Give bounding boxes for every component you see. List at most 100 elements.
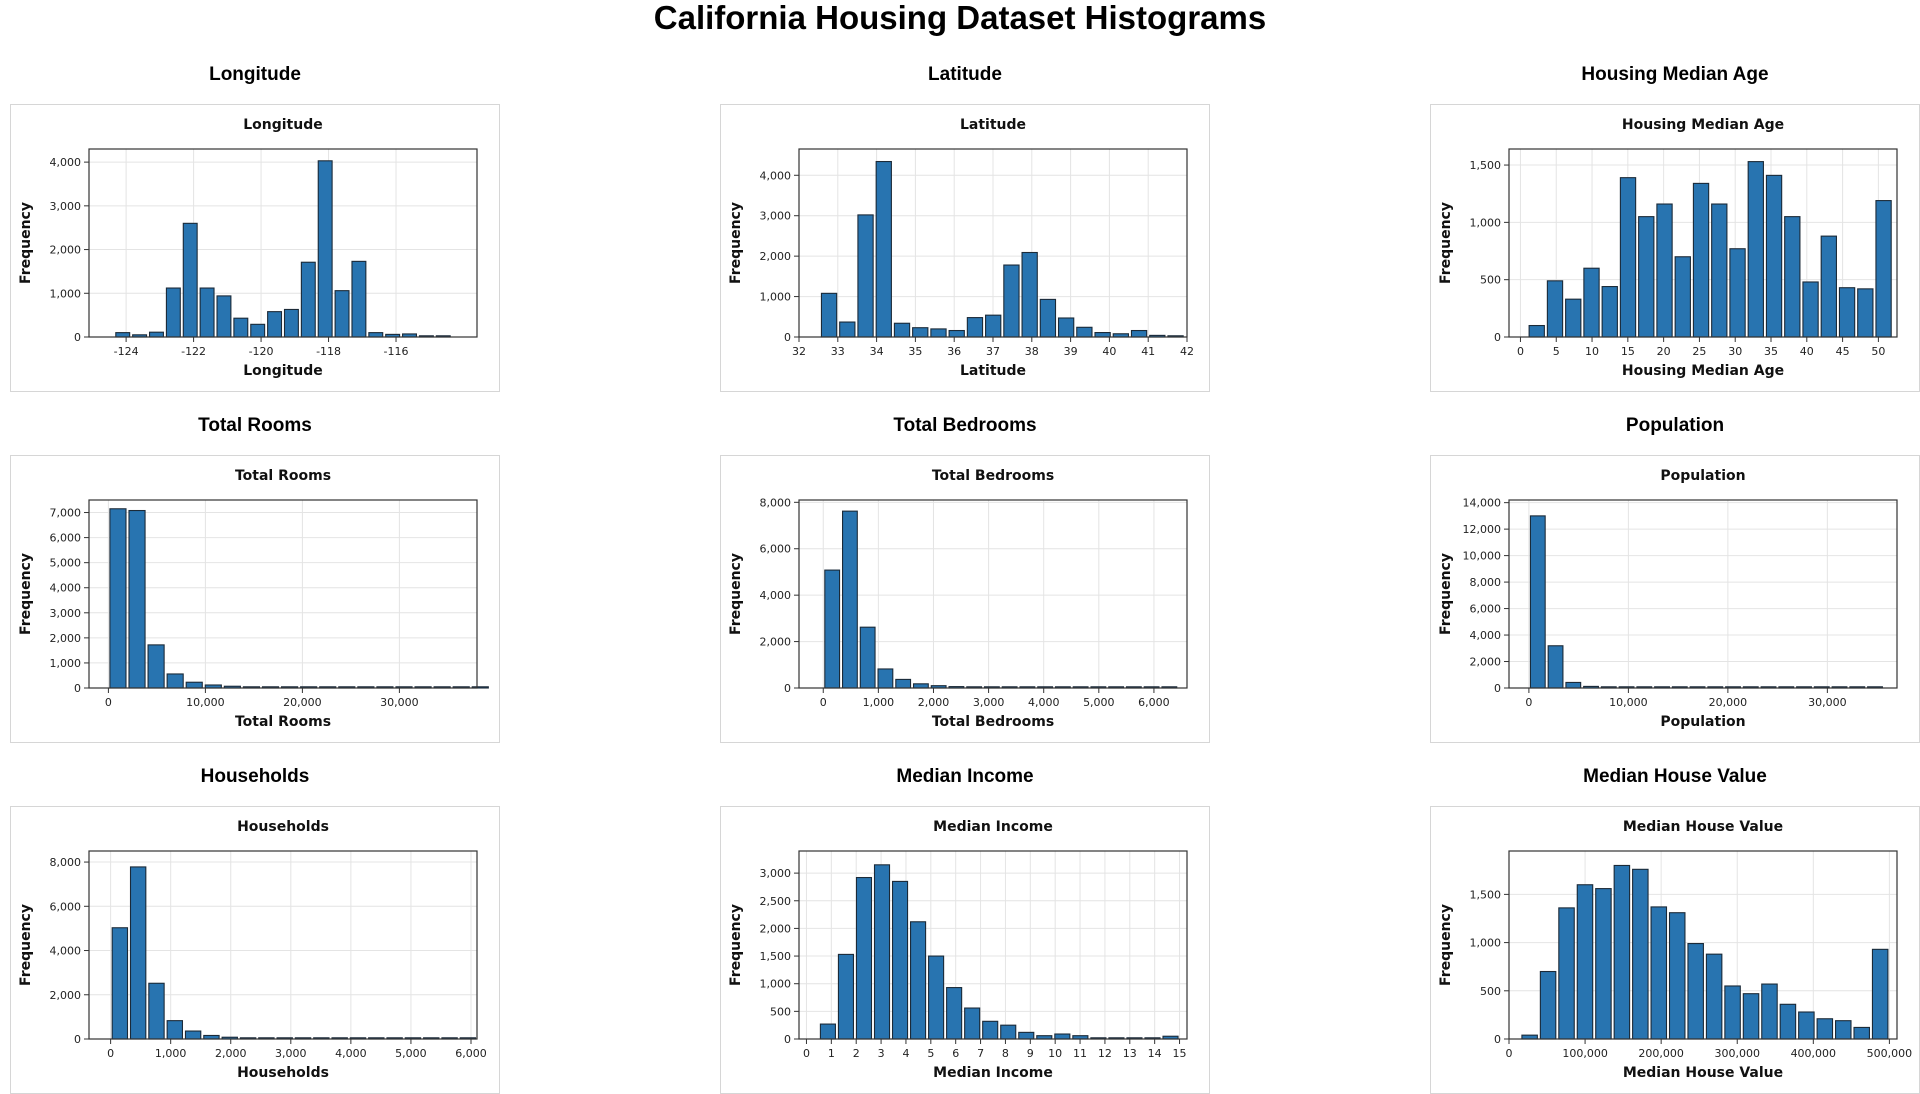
inner-chart-title: Population (1660, 468, 1745, 484)
x-tick-label: 4,000 (1028, 696, 1060, 709)
x-tick-label: 0 (803, 1047, 810, 1060)
x-axis-label: Median House Value (1623, 1065, 1783, 1081)
histogram-bar (1546, 280, 1564, 338)
x-tick-label: 41 (1141, 345, 1155, 358)
x-tick-label: 0 (1517, 345, 1524, 358)
histogram-panel: Total Bedrooms 0 1,000 2,000 3,000 4,000 5,000… (720, 455, 1210, 743)
y-tick-label: 1,000 (1470, 216, 1502, 229)
y-tick-label: 12,000 (1463, 523, 1502, 536)
x-tick-label: 14 (1148, 1047, 1162, 1060)
x-tick-label: 40 (1800, 345, 1814, 358)
plot-frame (88, 148, 478, 338)
plot-frame (1508, 499, 1898, 689)
x-tick-label: 0 (107, 1047, 114, 1060)
histogram-bar (128, 509, 146, 689)
x-tick-label: 8 (1002, 1047, 1009, 1060)
y-tick-label: 7,000 (50, 507, 82, 520)
inner-chart-title: Latitude (960, 117, 1026, 133)
x-tick-label: 20 (1657, 345, 1671, 358)
y-tick-label: 0 (784, 1033, 791, 1046)
histogram-bar (1724, 985, 1741, 1040)
histogram-bar (1619, 177, 1637, 338)
histogram-bar (1857, 288, 1874, 338)
x-tick-label: 9 (1027, 1047, 1034, 1060)
histogram-cell-longitude: Longitude Longitude -124 -122 -120 -118 -116 0… (10, 0, 500, 392)
histogram-bar (1039, 298, 1057, 338)
x-tick-label: 3,000 (973, 696, 1005, 709)
x-tick-label: 10,000 (1609, 696, 1648, 709)
x-tick-label: 30 (1728, 345, 1742, 358)
histogram-chart-households: Households 0 1,000 2,000 3,000 4,000 5,000 6,00… (18, 819, 487, 1081)
x-tick-label: 10,000 (186, 696, 225, 709)
x-tick-label: 20,000 (1709, 696, 1748, 709)
x-tick-label: 5,000 (395, 1047, 427, 1060)
histogram-bar (857, 214, 874, 338)
x-tick-label: 30,000 (380, 696, 419, 709)
histogram-bar (948, 329, 965, 338)
x-tick-label: 5,000 (1083, 696, 1115, 709)
histogram-bar (233, 317, 249, 338)
x-tick-label: 400,000 (1791, 1047, 1837, 1060)
histogram-bar (1018, 1031, 1035, 1040)
y-axis-label: Frequency (18, 202, 34, 284)
histogram-bar (1798, 1011, 1815, 1040)
y-tick-label: 1,500 (1470, 159, 1502, 172)
x-axis-label: Total Bedrooms (932, 714, 1054, 730)
histogram-cell-population: Population Population 0 10,000 20,000 30,000… (1430, 351, 1920, 743)
chart-title: Housing Median Age (1581, 64, 1769, 85)
x-axis-label: Housing Median Age (1622, 363, 1784, 379)
x-tick-label: 6,000 (1138, 696, 1170, 709)
histogram-bar (1595, 888, 1612, 1040)
histogram-bar (185, 681, 203, 689)
plot-frame (798, 499, 1188, 689)
histogram-bar (1565, 298, 1582, 338)
histogram-bar (184, 1030, 202, 1040)
histogram-bar (1668, 912, 1686, 1040)
histogram-bar (1565, 681, 1582, 689)
histogram-panel: Longitude -124 -122 -120 -118 -116 0 1,000 2,000… (10, 104, 500, 392)
histogram-bar (1650, 906, 1668, 1040)
histogram-bar (1816, 1018, 1834, 1040)
histogram-bar (982, 1020, 999, 1040)
histogram-bar (1130, 329, 1148, 338)
x-tick-label: 34 (870, 345, 884, 358)
x-axis-label: Median Income (933, 1065, 1053, 1081)
histogram-bar (1576, 884, 1594, 1040)
y-tick-label: 4,000 (50, 945, 82, 958)
histogram-bar (199, 287, 215, 338)
plot-frame (88, 499, 478, 689)
chart-title: Median Income (896, 766, 1034, 787)
histogram-bar (1747, 161, 1764, 338)
y-axis-label: Frequency (728, 202, 744, 284)
histogram-bar (1875, 200, 1892, 338)
histogram-panel: Housing Median Age 0 5 10 15 20 25 30 35 40 45 50 0 5… (1430, 104, 1920, 392)
histogram-bar (1779, 1003, 1797, 1040)
histogram-chart-longitude: Longitude -124 -122 -120 -118 -116 0 1,000 2,000… (18, 117, 478, 379)
histogram-panel: Population 0 10,000 20,000 30,000 0 2,000 4,000… (1430, 455, 1920, 743)
histogram-chart-latitude: Latitude 32 33 34 35 36 37 38 39 40 41 42 0 1,000 2,00… (728, 117, 1194, 379)
histogram-cell-latitude: Latitude Latitude 32 33 34 35 36 37 38 39 40 41 42 0… (720, 0, 1210, 392)
x-tick-label: 15 (1173, 1047, 1187, 1060)
x-tick-label: 0 (820, 696, 827, 709)
x-tick-label: -120 (249, 345, 274, 358)
y-tick-label: 3,000 (50, 200, 82, 213)
y-tick-label: 4,000 (50, 156, 82, 169)
y-tick-label: 2,000 (50, 244, 82, 257)
histogram-bar (912, 327, 929, 338)
histogram-bar (283, 308, 299, 338)
x-tick-label: 0 (1525, 696, 1532, 709)
histogram-bar (1094, 332, 1111, 338)
y-tick-label: 3,000 (760, 867, 792, 880)
y-tick-label: 2,000 (760, 922, 792, 935)
histogram-bar (182, 222, 198, 338)
x-tick-label: 50 (1871, 345, 1885, 358)
histogram-panel: Total Rooms 0 10,000 20,000 30,000 0 1,000 2,00… (10, 455, 500, 743)
y-tick-label: 1,000 (760, 978, 792, 991)
histogram-bar (877, 668, 894, 689)
histogram-cell-median-house-value: Median House Value Median House Value 0 10… (1430, 702, 1920, 1094)
x-tick-label: 12 (1098, 1047, 1112, 1060)
histogram-bar (129, 866, 147, 1040)
histogram-bar (1057, 317, 1075, 338)
x-tick-label: 3,000 (275, 1047, 307, 1060)
y-tick-label: 8,000 (50, 856, 82, 869)
